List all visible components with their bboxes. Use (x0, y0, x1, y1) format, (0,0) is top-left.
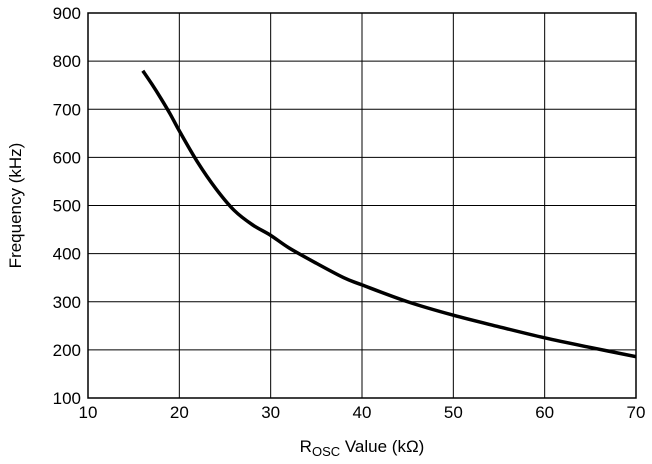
y-tick-label: 600 (53, 148, 81, 167)
grid-lines (88, 13, 636, 398)
series-layer (141, 69, 637, 359)
x-tick-label: 30 (261, 403, 280, 422)
y-tick-label: 900 (53, 4, 81, 23)
y-tick-label: 400 (53, 245, 81, 264)
y-tick-label: 100 (53, 389, 81, 408)
y-tick-label: 500 (53, 197, 81, 216)
y-tick-labels: 100 200 300 400 500 600 700 800 900 (53, 4, 81, 408)
y-tick-label: 300 (53, 293, 81, 312)
x-tick-label: 20 (170, 403, 189, 422)
x-tick-label: 40 (353, 403, 372, 422)
x-tick-label: 50 (444, 403, 463, 422)
x-tick-labels: 10 20 30 40 50 60 70 (79, 403, 646, 422)
y-tick-label: 200 (53, 341, 81, 360)
y-tick-label: 700 (53, 100, 81, 119)
plot-frame (87, 12, 637, 399)
series-line-0 (141, 69, 637, 359)
x-axis-label-rest: Value (kΩ) (340, 437, 424, 456)
x-tick-label: 60 (535, 403, 554, 422)
x-axis-label-subscript: OSC (312, 444, 340, 459)
x-axis-label-main: R (300, 437, 312, 456)
x-axis-label: ROSC Value (kΩ) (300, 437, 425, 459)
x-tick-label: 10 (79, 403, 98, 422)
x-tick-label: 70 (627, 403, 646, 422)
y-tick-label: 800 (53, 52, 81, 71)
y-axis-label: Frequency (kHz) (6, 143, 25, 269)
